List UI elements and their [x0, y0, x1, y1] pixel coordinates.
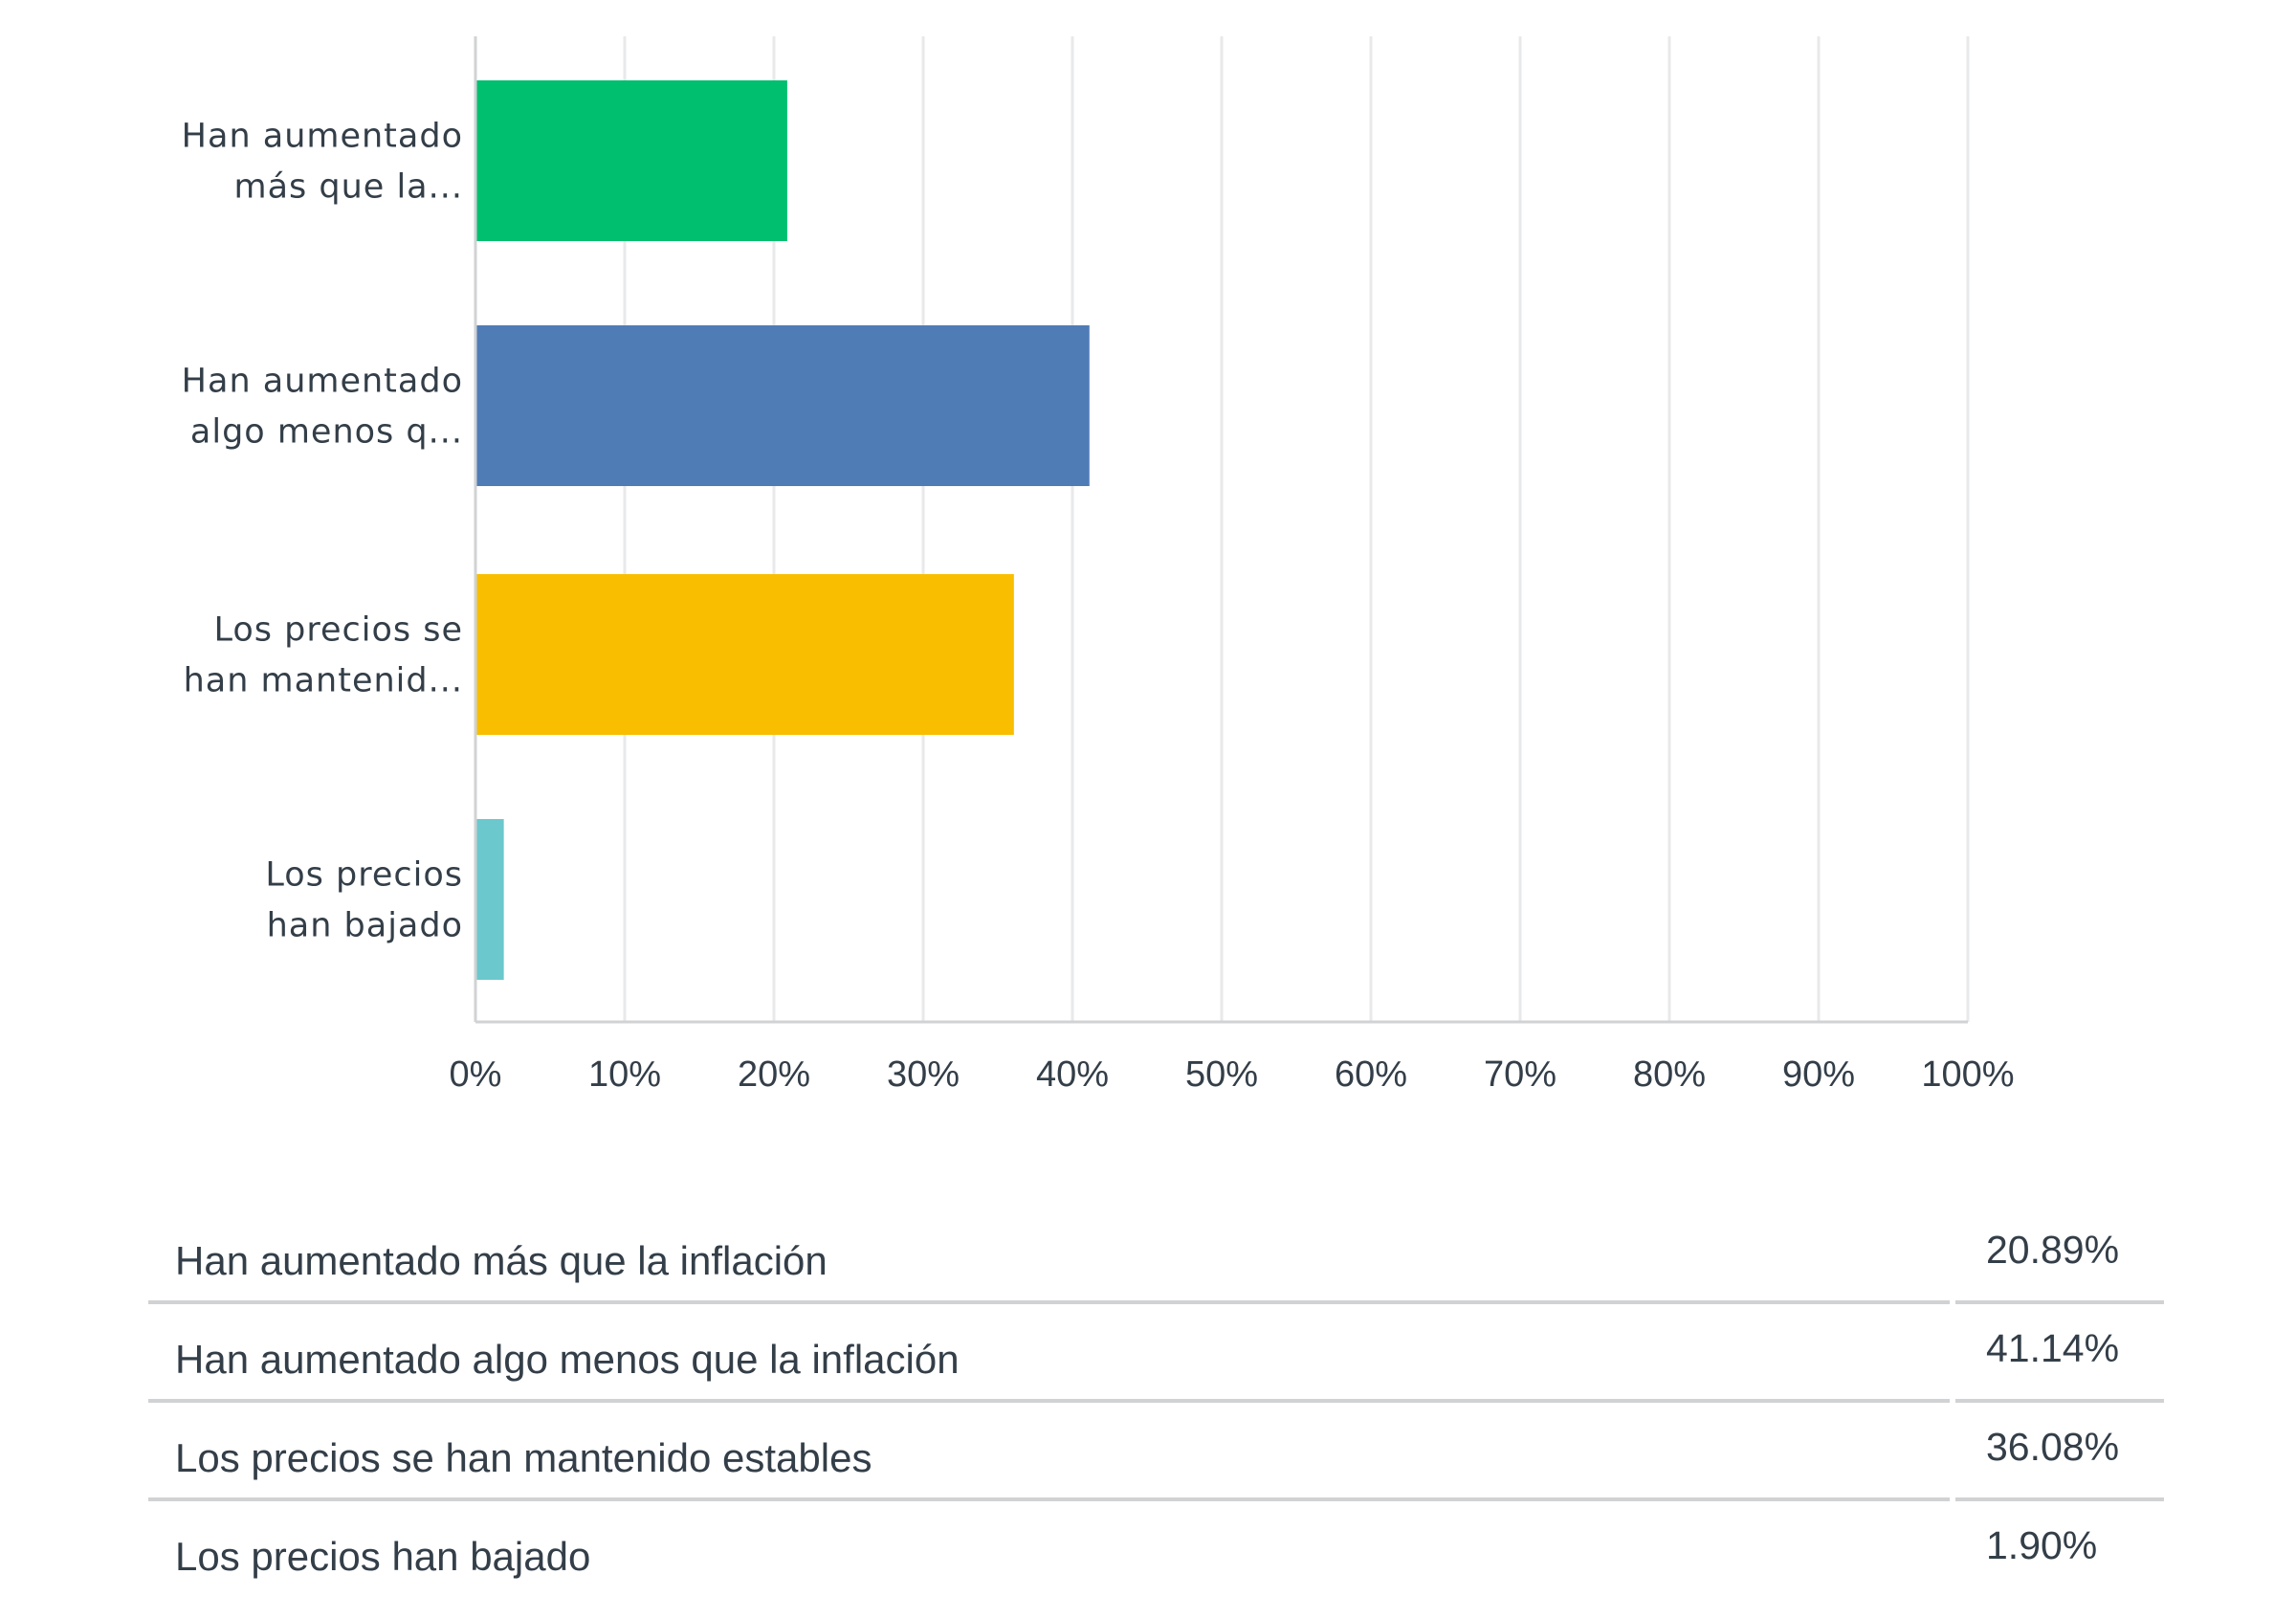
- x-tick-label: 0%: [450, 1054, 502, 1095]
- x-tick-label: 80%: [1633, 1054, 1706, 1095]
- category-labels: Han aumentado más que la... Han aumentado a…: [182, 118, 463, 945]
- category-label: algo menos q...: [190, 413, 463, 452]
- x-tick-label: 60%: [1335, 1054, 1407, 1095]
- table-row-label: Los precios han bajado: [175, 1534, 590, 1579]
- table-row-label: Han aumentado algo menos que la inflació…: [175, 1337, 960, 1382]
- bar-3: [476, 574, 1014, 735]
- category-label: Han aumentado: [182, 118, 463, 156]
- category-label: Los precios: [265, 856, 463, 895]
- axes: [474, 36, 1968, 1024]
- table-row-value: 41.14%: [1986, 1326, 2119, 1370]
- results-table: Han aumentado más que la inflación 20.89%…: [148, 1228, 2164, 1579]
- x-tick-label: 70%: [1484, 1054, 1556, 1095]
- table-row-label: Han aumentado más que la inflación: [175, 1238, 828, 1283]
- category-label: Los precios se: [213, 611, 463, 650]
- x-tick-label: 40%: [1036, 1054, 1109, 1095]
- x-tick-labels: 0% 10% 20% 30% 40% 50% 60% 70% 80% 90% 100%: [450, 1054, 2015, 1095]
- x-tick-label: 30%: [887, 1054, 960, 1095]
- grid-lines: [623, 36, 1970, 1022]
- table-row-label: Los precios se han mantenido estables: [175, 1435, 872, 1480]
- bars: [476, 80, 1090, 980]
- bar-1: [476, 80, 787, 241]
- x-tick-label: 90%: [1782, 1054, 1855, 1095]
- table-row-value: 36.08%: [1986, 1425, 2119, 1469]
- x-tick-label: 10%: [588, 1054, 661, 1095]
- category-label: han bajado: [267, 907, 463, 945]
- category-label: Han aumentado: [182, 363, 463, 401]
- x-tick-label: 20%: [738, 1054, 810, 1095]
- bar-2: [476, 325, 1090, 486]
- category-label: han mantenid...: [184, 662, 463, 700]
- category-label: más que la...: [233, 168, 463, 207]
- x-tick-label: 100%: [1921, 1054, 2014, 1095]
- x-tick-label: 50%: [1185, 1054, 1258, 1095]
- table-row-value: 20.89%: [1986, 1228, 2119, 1272]
- table-row-value: 1.90%: [1986, 1523, 2097, 1567]
- bar-4: [476, 819, 504, 980]
